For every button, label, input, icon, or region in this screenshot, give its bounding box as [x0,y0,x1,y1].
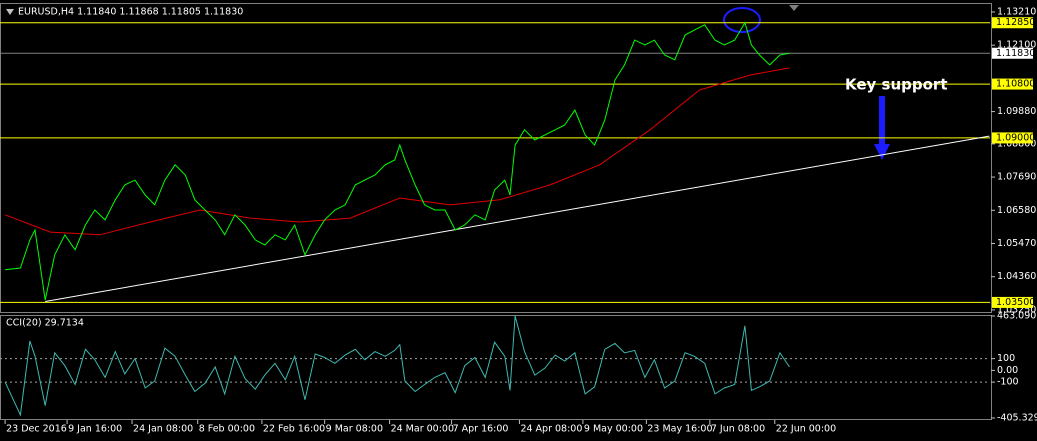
level-label-box [992,296,1033,308]
x-tick-label: 9 Mar 08:00 [326,424,383,435]
level-label: 1.12850 [996,17,1035,28]
x-tick-label: 7 Jun 08:00 [711,424,765,435]
x-tick-label: 9 May 00:00 [584,424,643,435]
y-tick-label: 100 [997,353,1015,364]
highlight-ellipse [723,7,761,33]
trendline [45,135,990,302]
x-tick-label: 7 Apr 16:00 [453,424,509,435]
y-tick-label: 1.07690 [997,172,1036,183]
y-tick-label: -405.3299 [997,413,1037,424]
y-tick-label: -100 [997,377,1019,388]
y-tick-label: 1.13210 [997,6,1036,17]
x-tick-label: 23 May 16:00 [647,424,712,435]
last-price-label: 1.11830 [996,48,1035,59]
y-tick-label: 1.03250 [997,304,1036,315]
y-tick-label: 1.12100 [997,40,1036,51]
x-tick-label: 23 Dec 2016 [6,424,67,435]
y-tick-label: 463.0907 [997,311,1037,322]
shift-marker [789,5,799,11]
x-tick-label: 8 Feb 00:00 [199,424,255,435]
level-label-box [992,132,1033,144]
x-tick-label: 22 Feb 16:00 [263,424,325,435]
x-tick-label: 24 Jan 08:00 [133,424,193,435]
level-label-box [992,78,1033,90]
last-price-box [992,47,1033,59]
y-tick-label: 1.08800 [997,138,1036,149]
level-label-box [992,17,1033,29]
x-tick-label: 9 Jan 16:00 [68,424,122,435]
indicator-title: CCI(20) 29.7134 [6,318,84,329]
arrow-head [874,144,890,160]
y-tick-label: 1.09880 [997,106,1036,117]
level-label: 1.03500 [996,297,1035,308]
y-tick-label: 1.05470 [997,238,1036,249]
price-line [5,21,790,301]
level-label: 1.10800 [996,79,1035,90]
y-tick-label: 0.00 [997,365,1018,376]
level-label: 1.09000 [996,132,1035,143]
cci-panel-border [0,315,992,420]
x-tick-label: 22 Jun 00:00 [776,424,836,435]
chart-title: EURUSD,H4 1.11840 1.11868 1.11805 1.1183… [18,7,243,18]
y-tick-label: 1.06580 [997,205,1036,216]
y-tick-label: 1.04360 [997,271,1036,282]
price-line [4,315,790,417]
main-panel-border [0,3,992,313]
x-tick-label: 24 Mar 00:00 [391,424,454,435]
moving-average [4,67,790,236]
title-icon [6,9,14,15]
chart-layer [0,21,990,417]
x-tick-label: 24 Apr 08:00 [520,424,582,435]
annotation: Key support [845,76,948,94]
